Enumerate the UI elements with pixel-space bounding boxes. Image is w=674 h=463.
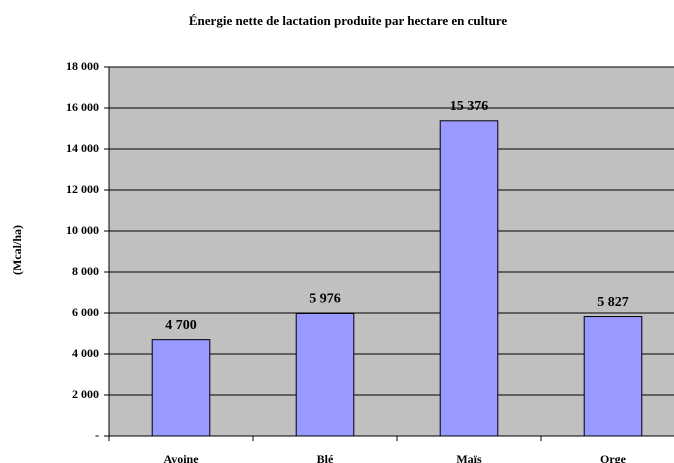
y-tick-label: 4 000 bbox=[72, 346, 99, 360]
y-tick-label: 12 000 bbox=[66, 182, 99, 196]
y-axis-title: (Mcal/ha) bbox=[10, 225, 24, 275]
chart-title: Énergie nette de lactation produite par … bbox=[189, 13, 507, 28]
y-tick-label: - bbox=[95, 428, 99, 442]
bar bbox=[151, 339, 211, 437]
y-tick-label: 14 000 bbox=[66, 141, 99, 155]
y-tick-label: 8 000 bbox=[72, 264, 99, 278]
y-tick-label: 2 000 bbox=[72, 387, 99, 401]
bar bbox=[295, 312, 355, 437]
x-tick-label: Maïs bbox=[456, 452, 482, 463]
x-tick-label: Avoine bbox=[163, 452, 199, 463]
y-tick-label: 18 000 bbox=[66, 59, 99, 73]
data-label: 15 376 bbox=[450, 99, 489, 114]
x-tick-label: Orge bbox=[600, 452, 627, 463]
data-label: 5 827 bbox=[597, 295, 629, 310]
data-label: 4 700 bbox=[165, 318, 197, 333]
bar bbox=[583, 316, 643, 437]
bar bbox=[439, 120, 499, 437]
x-tick-label: Blé bbox=[317, 452, 334, 463]
y-tick-label: 10 000 bbox=[66, 223, 99, 237]
y-tick-label: 16 000 bbox=[66, 100, 99, 114]
data-label: 5 976 bbox=[309, 292, 341, 307]
y-tick-label: 6 000 bbox=[72, 305, 99, 319]
